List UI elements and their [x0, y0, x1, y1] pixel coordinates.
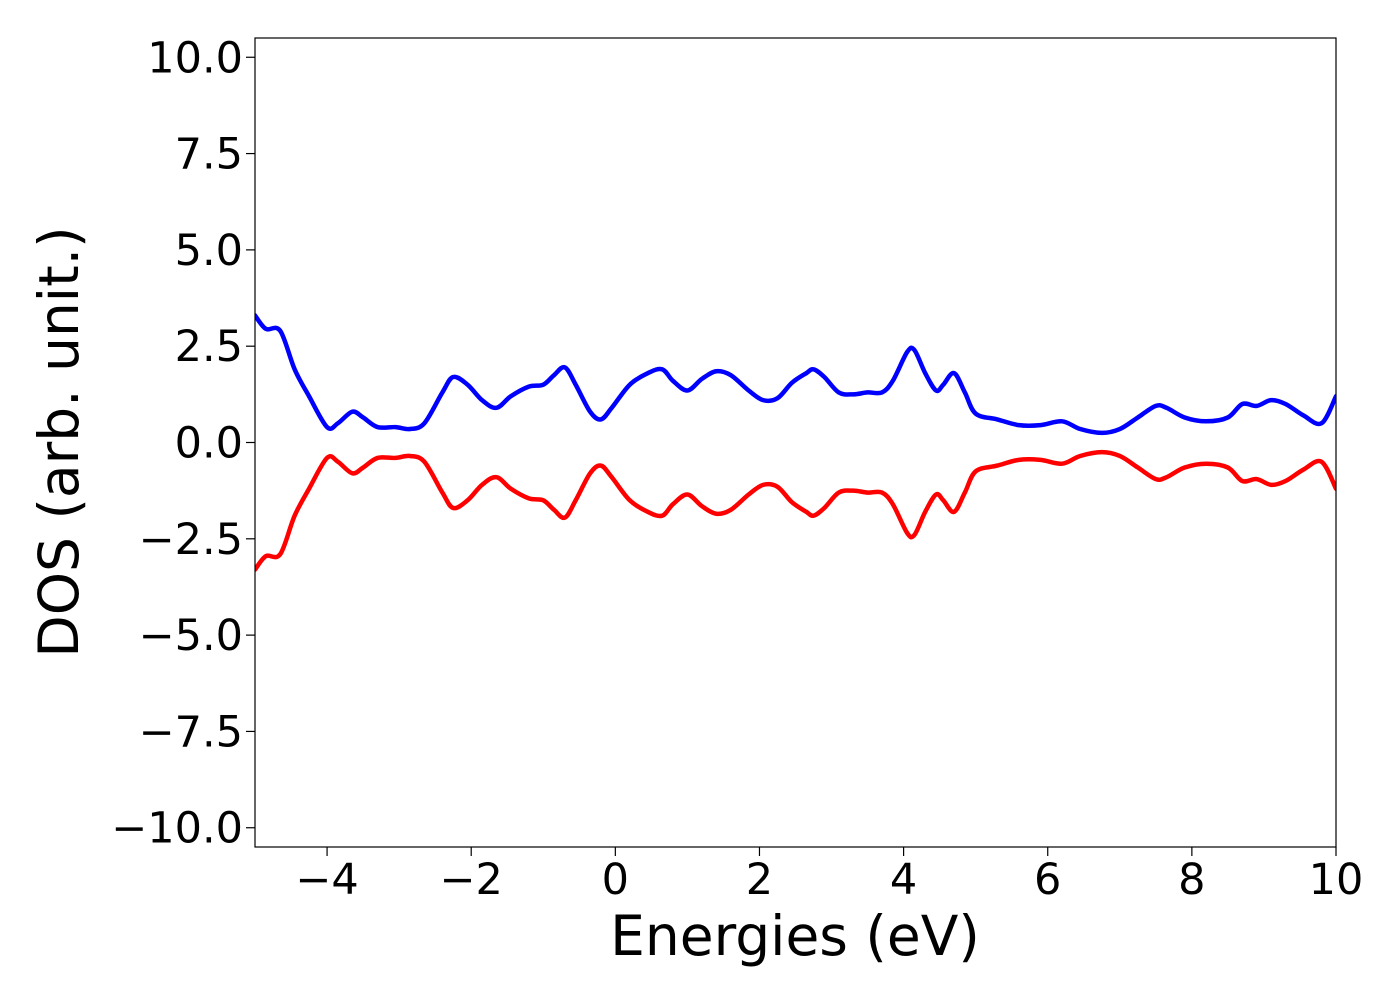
y-axis-label: DOS (arb. unit.): [27, 226, 91, 657]
x-axis-label: Energies (eV): [610, 904, 980, 968]
y-axis: 10.0 7.5 5.0 2.5 0.0 −2.5 −5.0 −7.5 −10.0: [111, 33, 255, 854]
y-tick-label: −5.0: [139, 611, 243, 661]
x-tick-label: 10: [1309, 855, 1364, 905]
x-tick-label: 2: [746, 855, 773, 905]
y-tick-label: 10.0: [147, 33, 243, 83]
y-tick-label: 2.5: [175, 322, 243, 372]
y-tick-label: −7.5: [139, 707, 243, 757]
series-line-spin-up: [255, 313, 1336, 436]
x-tick-label: 4: [890, 855, 917, 905]
x-tick-label: −2: [440, 855, 503, 905]
x-tick-label: 0: [602, 855, 629, 905]
y-tick-label: 0.0: [175, 419, 243, 469]
x-tick-label: −4: [295, 855, 358, 905]
y-tick-label: −10.0: [111, 804, 243, 854]
y-tick-label: −2.5: [139, 515, 243, 565]
y-tick-label: 7.5: [175, 130, 243, 180]
y-tick-label: 5.0: [175, 226, 243, 276]
x-axis: −4 −2 0 2 4 6 8 10: [295, 847, 1363, 905]
series-layer: [255, 313, 1336, 572]
x-tick-label: 8: [1178, 855, 1205, 905]
series-line-spin-down: [255, 449, 1336, 572]
x-tick-label: 6: [1034, 855, 1061, 905]
